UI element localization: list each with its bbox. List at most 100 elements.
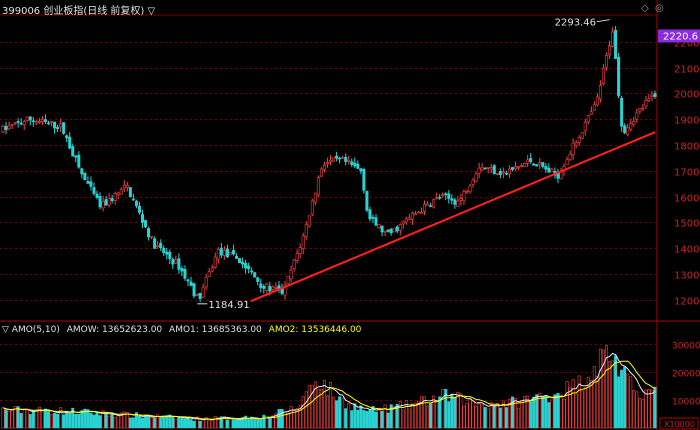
candle-body: [162, 247, 166, 254]
candle-body: [620, 97, 624, 127]
volume-bar: [116, 415, 120, 429]
volume-bar: [316, 389, 320, 429]
trendline[interactable]: [250, 131, 656, 303]
candle-body: [250, 270, 254, 273]
candle-body: [632, 120, 636, 126]
candle-body: [180, 268, 184, 272]
volume-bar: [274, 413, 278, 429]
candle-body: [526, 159, 530, 164]
volume-bar: [547, 402, 551, 429]
candle-body: [416, 211, 420, 214]
volume-bar: [604, 345, 608, 429]
volume-indicator-header[interactable]: ▽ AMO(5,10) AMOW: 13652623.00 AMO1: 1368…: [2, 325, 361, 335]
candle-body: [544, 166, 548, 170]
candle-body: [77, 154, 81, 168]
candle-body: [298, 247, 302, 254]
indicator-menu-icon[interactable]: ▽: [2, 325, 9, 335]
settings-circle-icon[interactable]: ◎: [655, 3, 664, 14]
volume-bar: [171, 416, 175, 429]
indicator-name: AMO(5,10): [11, 325, 60, 335]
diamond-icon[interactable]: ◇: [641, 3, 649, 14]
candle-body: [468, 185, 472, 192]
volume-bar: [295, 408, 299, 429]
volume-bar: [377, 407, 381, 429]
candle-body: [441, 194, 445, 197]
candle-body: [510, 167, 514, 170]
volume-bar: [128, 417, 132, 429]
candle-body: [347, 160, 351, 162]
candle-body: [429, 205, 433, 208]
volume-bar: [498, 407, 502, 429]
volume-bar: [647, 389, 651, 429]
volume-bar: [635, 391, 639, 429]
volume-bar: [486, 408, 490, 429]
volume-bar: [28, 414, 32, 429]
volume-bar: [34, 410, 38, 429]
candle-body: [43, 119, 47, 122]
volume-bar: [53, 413, 57, 429]
volume-bar: [177, 417, 181, 429]
amow-value: AMOW: 13652623.00: [66, 325, 163, 335]
volume-bar: [71, 407, 75, 429]
volume-bar: [556, 392, 560, 429]
candle-body: [450, 198, 454, 201]
candle-body: [492, 165, 496, 174]
chart-title[interactable]: 399006 创业板指(日线 前复权) ▽: [2, 2, 155, 17]
volume-bar: [162, 415, 166, 429]
volume-bar: [350, 410, 354, 429]
candle-body: [4, 125, 8, 130]
volume-bar: [189, 419, 193, 429]
candle-body: [104, 199, 108, 206]
candle-body: [495, 173, 499, 175]
candle-body: [201, 287, 205, 298]
volume-bar: [453, 396, 457, 429]
volume-bar: [247, 418, 251, 429]
volume-bar: [304, 391, 308, 429]
volume-bar: [4, 409, 8, 429]
volume-bar: [577, 375, 581, 429]
price-tick-label: 1300: [674, 271, 699, 282]
volume-bar: [16, 406, 20, 429]
candle-body: [244, 262, 248, 269]
chart-menu-icon[interactable]: ▽: [147, 6, 156, 17]
volume-bar: [380, 410, 384, 429]
unit-badge: [659, 417, 699, 430]
candle-body: [10, 124, 14, 126]
candle-body: [498, 170, 502, 176]
volume-bar: [550, 398, 554, 429]
volume-bar: [608, 361, 612, 429]
volume-bar: [501, 400, 505, 429]
volume-bar: [598, 348, 602, 429]
high-arrow: [596, 19, 610, 23]
volume-bar: [510, 396, 514, 429]
volume-bar: [435, 401, 439, 429]
volume-bar: [125, 412, 129, 429]
candle-body: [459, 198, 463, 201]
volume-bar: [371, 406, 375, 429]
price-tick-label: 1700: [674, 168, 699, 179]
volume-bar: [353, 403, 357, 429]
volume-bar: [74, 413, 78, 429]
price-tick-label: 2200: [674, 39, 699, 50]
volume-bar: [262, 414, 266, 429]
volume-bar: [419, 396, 423, 429]
candle-body: [213, 256, 217, 268]
volume-bar: [10, 410, 14, 429]
volume-bar: [565, 381, 569, 429]
candle-body: [401, 221, 405, 225]
volume-bar: [386, 412, 390, 429]
volume-bar: [325, 395, 329, 429]
candle-body: [310, 200, 314, 215]
candle-body: [529, 158, 533, 162]
current-value-badge: [658, 29, 700, 43]
volume-bar: [444, 389, 448, 429]
volume-bar: [580, 390, 584, 429]
volume-bar: [319, 389, 323, 429]
volume-bar: [131, 417, 135, 429]
volume-bar: [465, 403, 469, 429]
candle-body: [268, 285, 272, 292]
volume-bar: [37, 406, 41, 429]
volume-bar: [514, 398, 518, 429]
volume-bar: [113, 417, 117, 429]
